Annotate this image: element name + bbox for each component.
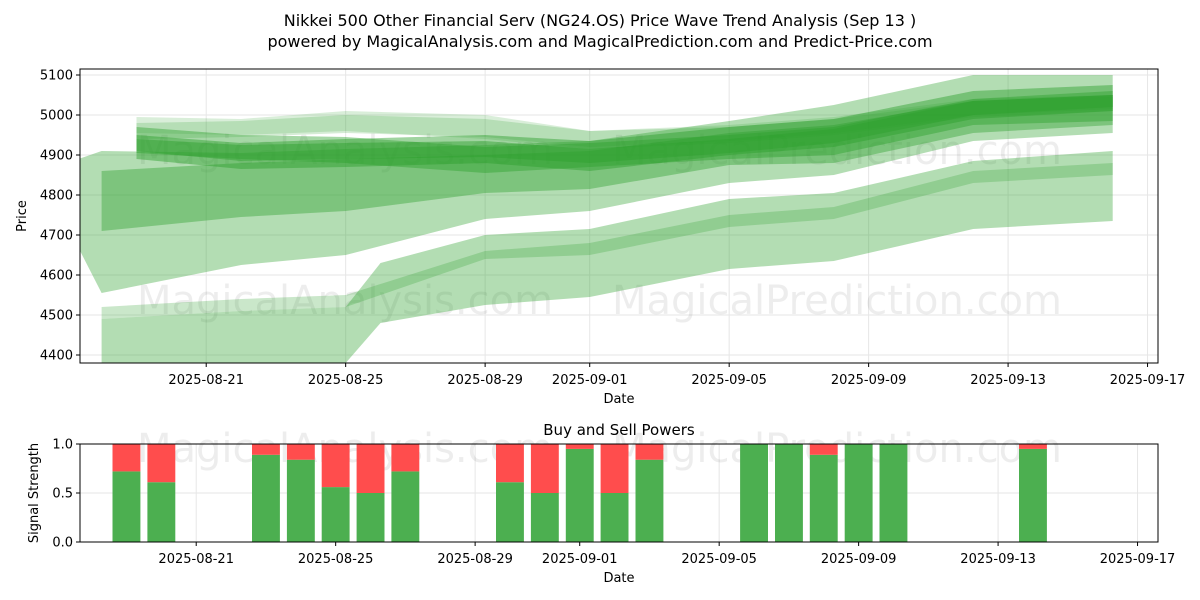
bottom-x-tick-label: 2025-09-01	[542, 552, 618, 567]
sell-bar	[112, 444, 141, 472]
buy-bar	[775, 444, 803, 542]
buy-bar	[252, 454, 280, 542]
buy-bar	[565, 448, 594, 542]
sell-bar	[147, 444, 176, 483]
sell-bar	[530, 444, 559, 493]
top-y-tick-label: 4500	[40, 309, 73, 324]
bottom-x-tick-label: 2025-09-09	[821, 552, 897, 567]
sell-bar	[496, 444, 524, 483]
buy-bar	[600, 493, 629, 542]
watermark-text: MagicalAnalysis.com	[137, 128, 553, 174]
buy-bar	[321, 487, 350, 542]
watermark-text: MagicalPrediction.com	[612, 128, 1062, 174]
watermark-text: MagicalPrediction.com	[612, 278, 1062, 324]
top-y-ticks: 4400 4500 4600 4700 4800 4900 5000 5100	[40, 69, 80, 364]
sell-bar	[252, 444, 280, 455]
buy-bar	[635, 459, 664, 542]
signal-bars	[112, 444, 1047, 542]
buy-bar	[356, 493, 385, 542]
sell-bar	[286, 444, 315, 460]
buy-bar	[286, 459, 315, 542]
price-wave-band	[101, 95, 1113, 231]
bottom-x-tick-label: 2025-08-21	[158, 552, 234, 567]
top-x-ticks: 2025-08-21 2025-08-25 2025-08-29 2025-09-01…	[168, 363, 1185, 388]
bottom-x-tick-label: 2025-09-17	[1100, 552, 1176, 567]
top-y-tick-label: 4800	[40, 189, 73, 204]
bottom-y-tick-label: 0.0	[52, 536, 73, 551]
sell-bar	[565, 444, 594, 449]
top-x-tick-label: 2025-09-05	[691, 373, 767, 388]
bottom-x-tick-label: 2025-08-25	[298, 552, 374, 567]
bottom-y-tick-label: 1.0	[52, 438, 73, 453]
sell-bar	[391, 444, 420, 472]
bottom-x-tick-label: 2025-08-29	[437, 552, 513, 567]
sell-bar	[1019, 444, 1047, 449]
bottom-x-tick-label: 2025-09-13	[960, 552, 1036, 567]
top-x-tick-label: 2025-08-25	[308, 373, 384, 388]
buy-bar	[1019, 448, 1047, 542]
top-price-chart: MagicalAnalysis.com MagicalPrediction.com…	[15, 68, 1185, 407]
bottom-chart-title: Buy and Sell Powers	[543, 421, 695, 439]
sell-bar	[809, 444, 838, 455]
buy-bar	[809, 454, 838, 542]
bottom-y-tick-label: 0.5	[52, 487, 73, 502]
top-y-tick-label: 5000	[40, 109, 73, 124]
top-x-tick-label: 2025-09-09	[831, 373, 907, 388]
buy-bar	[147, 482, 176, 542]
top-watermarks: MagicalAnalysis.com MagicalPrediction.com…	[137, 128, 1062, 324]
bottom-x-tick-label: 2025-09-05	[681, 552, 757, 567]
top-x-tick-label: 2025-08-29	[447, 373, 523, 388]
watermark-text: MagicalAnalysis.com	[137, 278, 553, 324]
sell-bar	[635, 444, 664, 460]
price-wave-bands	[80, 75, 1113, 363]
price-wave-band	[101, 163, 1113, 319]
top-y-tick-label: 4400	[40, 349, 73, 364]
top-x-axis-label: Date	[603, 392, 634, 407]
top-x-tick-label: 2025-08-21	[168, 373, 244, 388]
top-y-tick-label: 4900	[40, 149, 73, 164]
buy-bar	[879, 444, 908, 542]
sell-bar	[321, 444, 350, 488]
top-x-tick-label: 2025-09-13	[970, 373, 1046, 388]
bottom-x-axis-label: Date	[603, 571, 634, 586]
price-wave-band	[101, 151, 1113, 363]
buy-bar	[112, 471, 141, 542]
top-y-tick-label: 5100	[40, 69, 73, 84]
bottom-x-ticks: 2025-08-21 2025-08-25 2025-08-29 2025-09-01…	[158, 542, 1175, 567]
chart-title-line2: powered by MagicalAnalysis.com and Magic…	[267, 32, 932, 51]
sell-bar	[356, 444, 385, 493]
top-grid	[80, 69, 1158, 363]
top-x-tick-label: 2025-09-01	[552, 373, 628, 388]
price-wave-band	[136, 85, 1113, 171]
buy-bar	[740, 444, 768, 542]
price-wave-band	[136, 95, 1113, 163]
price-wave-band	[136, 91, 1113, 173]
price-wave-band	[80, 75, 1113, 293]
top-plot-frame	[79, 68, 1159, 364]
top-x-tick-label: 2025-09-17	[1110, 373, 1186, 388]
price-wave-band	[136, 95, 1113, 149]
bottom-y-axis-label: Signal Strength	[27, 443, 42, 543]
buy-bar	[844, 444, 873, 542]
buy-bar	[530, 493, 559, 542]
bottom-signal-chart: Buy and Sell Powers MagicalAnalysis.comM…	[27, 421, 1175, 586]
top-plot-background	[80, 69, 1158, 363]
buy-bar	[391, 471, 420, 542]
buy-bar	[496, 482, 524, 542]
chart-title-line1: Nikkei 500 Other Financial Serv (NG24.OS…	[284, 11, 916, 30]
bottom-y-ticks: 0.0 0.5 1.0	[52, 438, 80, 551]
top-y-axis-label: Price	[15, 200, 30, 232]
price-wave-band	[136, 97, 1113, 147]
top-y-tick-label: 4700	[40, 229, 73, 244]
sell-bar	[600, 444, 629, 493]
top-y-tick-label: 4600	[40, 269, 73, 284]
